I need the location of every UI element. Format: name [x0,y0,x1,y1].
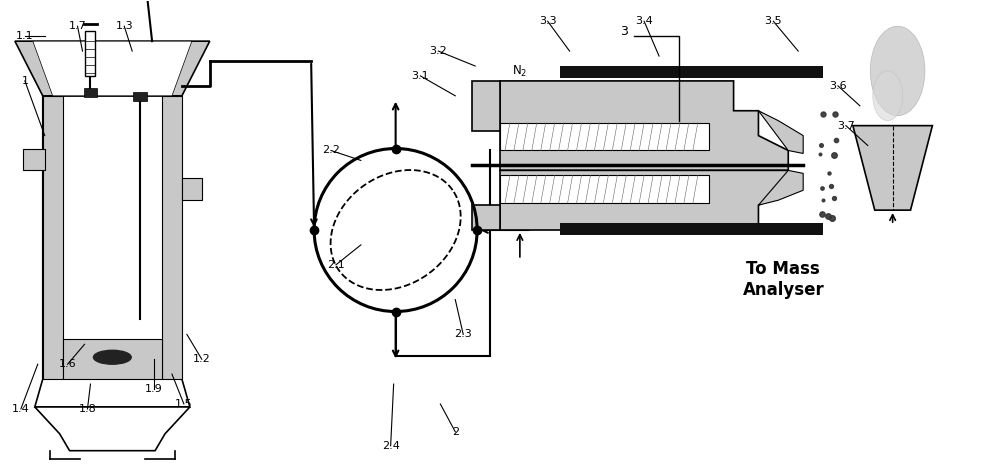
Text: 1.4: 1.4 [12,404,30,414]
Polygon shape [758,170,803,205]
Polygon shape [35,96,190,407]
Text: 2: 2 [452,427,459,437]
Text: 3.1: 3.1 [412,71,429,81]
Text: 1.9: 1.9 [145,384,163,394]
Text: 2.3: 2.3 [454,329,472,339]
Polygon shape [43,96,63,379]
Text: 2.2: 2.2 [322,146,340,155]
Text: 3.3: 3.3 [539,16,557,26]
Polygon shape [15,41,210,96]
Bar [500,123,709,151]
Text: To Mass
Analyser: To Mass Analyser [742,260,824,299]
Bar [85,31,95,76]
Text: 2.4: 2.4 [382,441,400,451]
Polygon shape [853,126,932,210]
Text: 3.7: 3.7 [837,120,855,131]
Polygon shape [63,339,162,379]
Bar [560,66,823,78]
Bar [560,223,823,235]
Ellipse shape [93,350,131,364]
Bar [23,148,45,170]
Text: 3: 3 [620,25,628,38]
Text: 1.3: 1.3 [115,21,133,31]
Text: 1.5: 1.5 [175,399,193,409]
Text: 1.7: 1.7 [69,21,86,31]
Text: 1: 1 [21,76,28,86]
Text: 3.2: 3.2 [429,46,447,56]
Polygon shape [758,111,803,153]
Bar [500,175,709,203]
Text: 3.6: 3.6 [829,81,847,91]
Polygon shape [33,41,192,96]
Text: 1.2: 1.2 [193,354,211,364]
Ellipse shape [870,26,925,116]
Bar [133,92,147,101]
Text: 3.4: 3.4 [635,16,653,26]
Bar [84,88,97,97]
Polygon shape [35,407,190,451]
Polygon shape [472,81,500,131]
Text: 1.8: 1.8 [79,404,96,414]
Bar [182,178,202,200]
Text: 3.5: 3.5 [765,16,782,26]
Text: 1.1: 1.1 [16,31,34,41]
Ellipse shape [873,71,903,121]
Text: N$_2$: N$_2$ [512,63,528,79]
Text: 1.6: 1.6 [59,359,76,369]
Polygon shape [500,170,788,230]
Text: 2.1: 2.1 [327,260,345,270]
Polygon shape [472,205,500,230]
Polygon shape [162,96,182,379]
Polygon shape [500,81,788,170]
